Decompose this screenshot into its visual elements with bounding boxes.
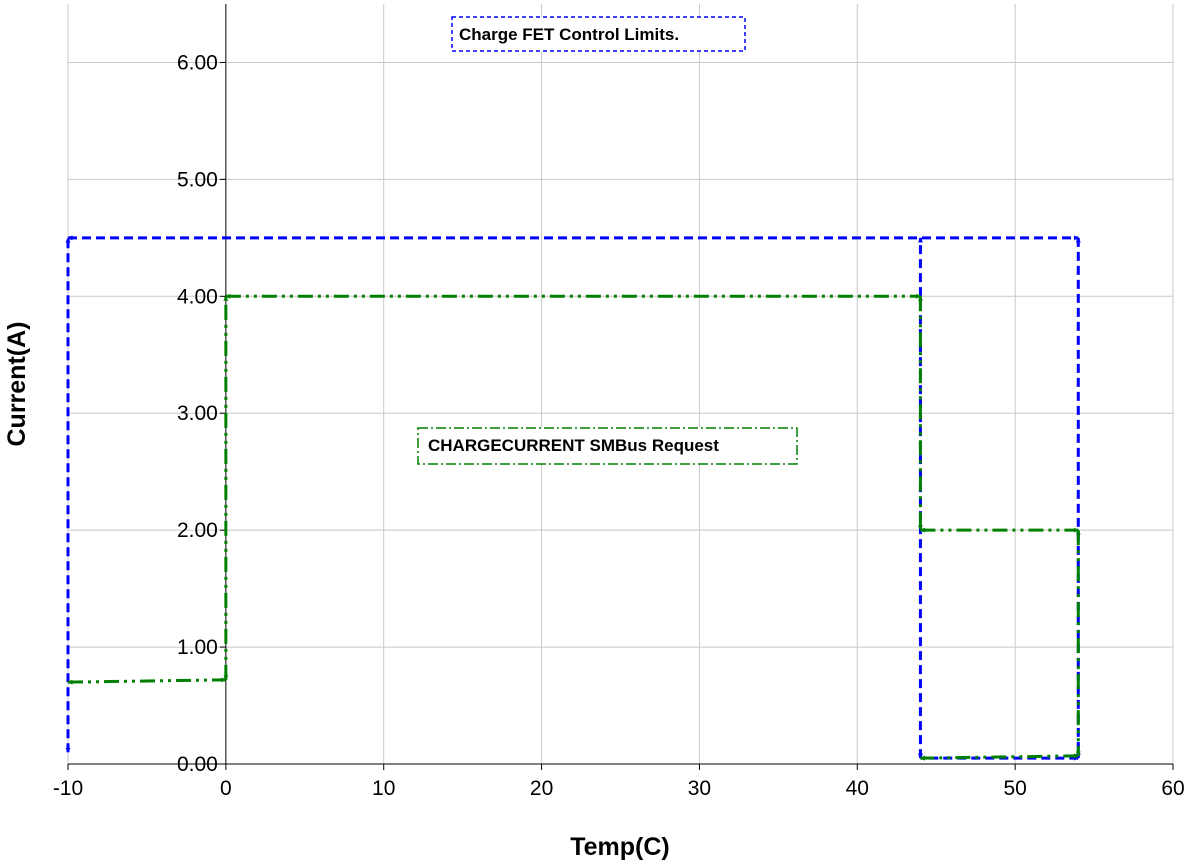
x-tick-label: 40 <box>846 777 869 800</box>
y-tick-label: 5.00 <box>177 168 218 191</box>
y-tick-label: 0.00 <box>177 753 218 776</box>
annotation-box <box>451 16 746 52</box>
y-tick-label: 6.00 <box>177 51 218 74</box>
x-tick-label: 0 <box>220 777 232 800</box>
x-axis-title: Temp(C) <box>570 833 670 861</box>
annotation-label: Charge FET Control Limits. <box>459 25 679 44</box>
x-tick-label: 50 <box>1003 777 1026 800</box>
annotations: Charge FET Control Limits. CHARGECURRENT … <box>417 16 798 465</box>
y-tick-label: 2.00 <box>177 519 218 542</box>
x-tick-label: 20 <box>530 777 553 800</box>
series-segment <box>67 677 227 685</box>
gridlines <box>67 4 1174 764</box>
series-segment <box>919 753 1079 761</box>
annotation-box <box>417 427 798 465</box>
x-tick-label: 10 <box>372 777 395 800</box>
tick-labels: -10 0 10 20 30 40 50 60 0.00 1.00 2.00 3.00 4.00 5.00… <box>53 51 1185 800</box>
series-lines <box>65 235 1081 761</box>
y-tick-label: 4.00 <box>177 285 218 308</box>
annotation-label: CHARGECURRENT SMBus Request <box>428 436 719 455</box>
x-tick-label: 30 <box>688 777 711 800</box>
y-tick-label: 1.00 <box>177 636 218 659</box>
x-tick-label: 60 <box>1161 777 1184 800</box>
axes <box>67 4 1174 770</box>
x-tick-label: -10 <box>53 777 83 800</box>
y-axis-title: Current(A) <box>3 322 31 447</box>
y-tick-label: 3.00 <box>177 402 218 425</box>
